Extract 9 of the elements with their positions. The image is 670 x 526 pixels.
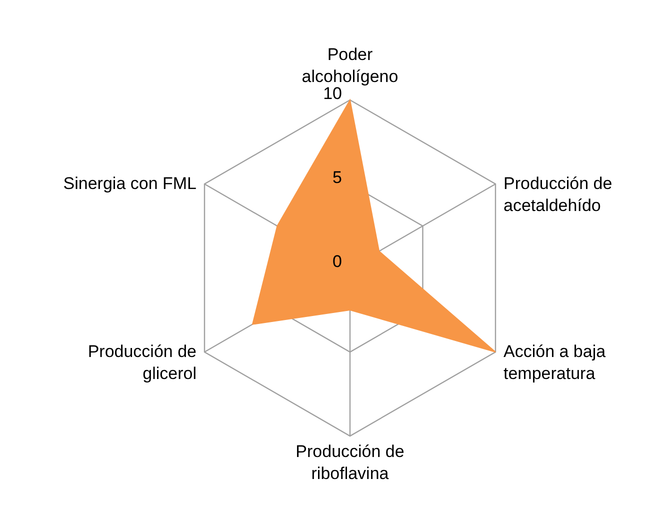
spoke-label: Producción de acetaldehído [503, 174, 612, 215]
spoke-label: Producción de glicerol [88, 342, 197, 383]
spoke-label: Poder alcoholígeno [302, 45, 398, 86]
spoke-label: Sinergia con FML [63, 174, 197, 193]
y-tick-label: 5 [332, 168, 342, 187]
spoke-label: Producción de riboflavina [296, 442, 404, 483]
y-tick-label: 0 [332, 252, 342, 271]
spoke-label: Acción a baja temperatura [503, 342, 606, 383]
y-tick-label: 10 [323, 84, 342, 103]
